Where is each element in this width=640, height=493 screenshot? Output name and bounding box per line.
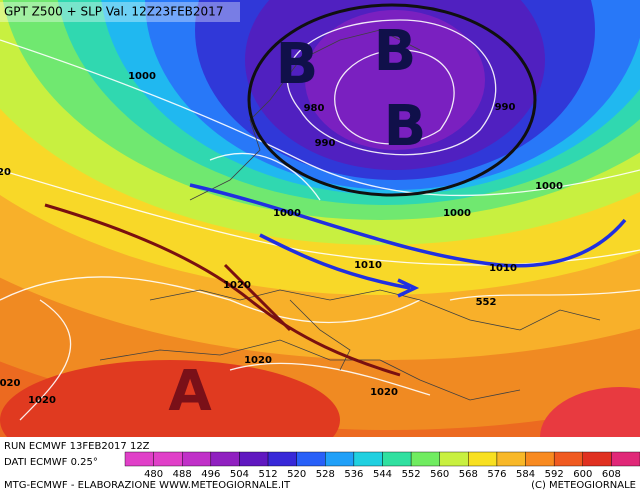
colorbar-segment — [353, 451, 383, 467]
colorbar-segment — [611, 451, 640, 467]
colorbar-segment — [553, 451, 583, 467]
isobar-label: 990 — [315, 138, 336, 149]
pressure-center: B — [374, 19, 417, 84]
colorbar-segment — [468, 451, 498, 467]
isobar-label: 1000 — [128, 71, 156, 82]
isobar-label: 980 — [304, 103, 325, 114]
colorbar-tick-label: 552 — [402, 469, 421, 480]
pressure-center: A — [168, 359, 212, 424]
colorbar-segment — [210, 451, 240, 467]
pressure-center: B — [276, 32, 319, 97]
isobar-label: 1010 — [354, 260, 382, 271]
colorbar-tick-label: 536 — [344, 469, 363, 480]
isobar-label: 1020 — [28, 395, 56, 406]
isobar-label: 1000 — [535, 181, 563, 192]
colorbar-tick-label: 568 — [459, 469, 478, 480]
isobar-label: 552 — [476, 297, 497, 308]
colorbar-tick-label: 544 — [373, 469, 392, 480]
colorbar-tick-label: 560 — [430, 469, 449, 480]
credit: MTG-ECMWF - ELABORAZIONE WWW.METEOGIORNA… — [4, 480, 291, 491]
colorbar-segment — [439, 451, 469, 467]
colorbar-tick-label: 528 — [316, 469, 335, 480]
colorbar-segment — [382, 451, 412, 467]
data-info: DATI ECMWF 0.25° — [4, 457, 98, 468]
isobar-label: 1020 — [244, 355, 272, 366]
colorbar-tick-label: 576 — [487, 469, 506, 480]
isobar-label: 1000 — [273, 208, 301, 219]
colorbar-segment — [296, 451, 326, 467]
isobar-label: 990 — [495, 102, 516, 113]
colorbar-tick-label: 512 — [259, 469, 278, 480]
colorbar-segment — [582, 451, 612, 467]
isobar-label: 1020 — [223, 280, 251, 291]
colorbar-segment — [325, 451, 355, 467]
isobar-label: 20 — [0, 167, 11, 178]
title-bg — [0, 2, 240, 22]
colorbar-tick-label: 496 — [201, 469, 220, 480]
colorbar-segment — [525, 451, 555, 467]
colorbar-tick-label: 520 — [287, 469, 306, 480]
colorbar-segment — [239, 451, 269, 467]
run-info: RUN ECMWF 13FEB2017 12Z — [4, 441, 150, 452]
colorbar-segment — [496, 451, 526, 467]
colorbar-tick-label: 600 — [573, 469, 592, 480]
colorbar-segment — [153, 451, 183, 467]
colorbar-tick-label: 480 — [144, 469, 163, 480]
colorbar-segment — [182, 451, 212, 467]
colorbar-segment — [267, 451, 297, 467]
pressure-center: B — [384, 94, 427, 159]
isobar-label: 1000 — [443, 208, 471, 219]
colorbar-tick-label: 584 — [516, 469, 535, 480]
colorbar-tick-label: 592 — [545, 469, 564, 480]
copyright: (C) METEOGIORNALE — [531, 480, 636, 491]
isobar-label: 020 — [0, 378, 20, 389]
map-title: GPT Z500 + SLP Val. 12Z23FEB2017 — [4, 5, 223, 19]
colorbar-segment — [410, 451, 440, 467]
colorbar-tick-label: 504 — [230, 469, 249, 480]
colorbar-segment — [124, 451, 154, 467]
colorbar-tick-label: 488 — [173, 469, 192, 480]
isobar-label: 1020 — [370, 387, 398, 398]
colorbar-tick-label: 608 — [602, 469, 621, 480]
isobar-label: 1010 — [489, 263, 517, 274]
